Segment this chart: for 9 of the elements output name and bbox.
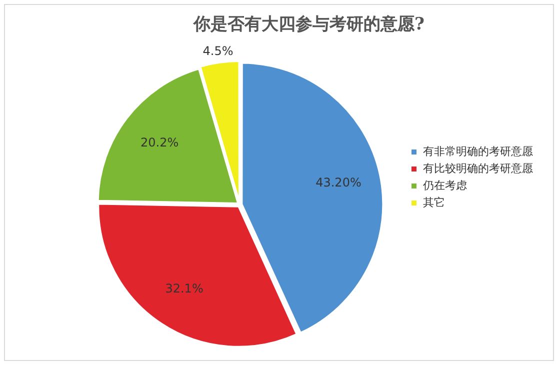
data-label: 20.2% [140, 135, 179, 150]
legend-label: 其它 [423, 196, 445, 209]
legend-label: 有比较明确的考研意愿 [423, 162, 533, 175]
legend-label: 有非常明确的考研意愿 [423, 144, 533, 158]
legend-label: 仍在考虑 [422, 178, 467, 192]
chart-title: 你是否有大四参与考研的意愿? [192, 14, 425, 35]
data-label: 43.20% [316, 175, 362, 190]
data-label: 4.5% [202, 44, 234, 58]
data-label: 32.1% [165, 281, 204, 296]
